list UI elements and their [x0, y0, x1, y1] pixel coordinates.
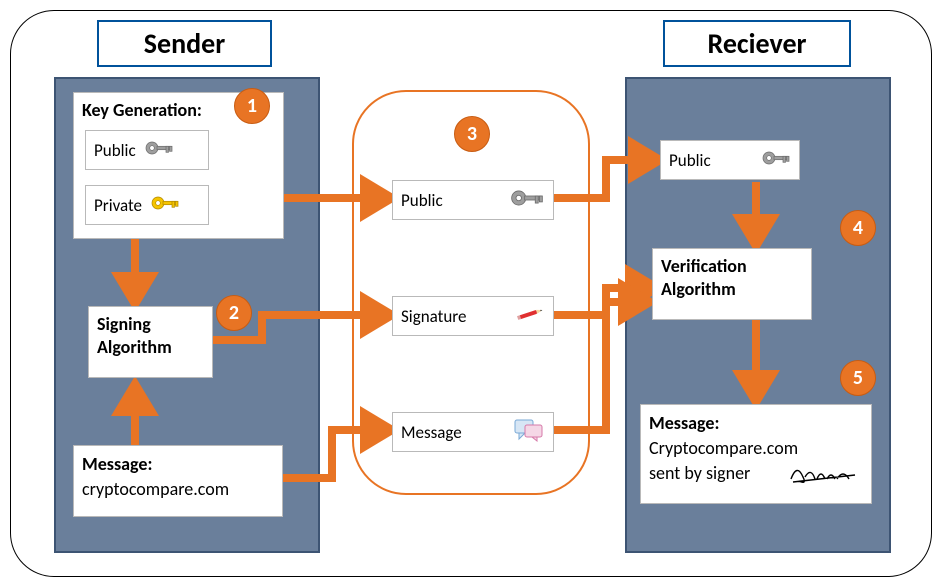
middle-public-label: Public: [401, 190, 443, 211]
sender-message-box: Message: cryptocompare.com: [73, 445, 283, 517]
receiver-public-label: Public: [669, 150, 711, 171]
badge-4: 4: [840, 210, 876, 246]
receiver-public-box: Public: [660, 140, 800, 180]
sender-public-box: Public: [85, 130, 209, 170]
key-icon: [150, 192, 180, 219]
sender-header: Sender: [97, 20, 272, 67]
sender-private-box: Private: [85, 185, 209, 225]
receiver-header-text: Reciever: [707, 26, 806, 61]
badge-2: 2: [216, 295, 252, 331]
verify-line2: Algorithm: [661, 278, 803, 301]
signing-line1: Signing: [97, 313, 204, 336]
key-icon: [761, 147, 791, 174]
result-box: Message: Cryptocompare.com sent by signe…: [640, 404, 872, 504]
receiver-header: Reciever: [663, 20, 851, 67]
middle-message-box: Message: [392, 412, 554, 452]
sender-private-label: Private: [94, 195, 142, 216]
middle-signature-box: Signature: [392, 296, 554, 336]
sender-public-label: Public: [94, 140, 136, 161]
verify-line1: Verification: [661, 255, 803, 278]
middle-message-label: Message: [401, 422, 462, 443]
result-label: Message:: [649, 411, 863, 436]
verification-box: Verification Algorithm: [652, 248, 812, 320]
key-icon: [509, 185, 545, 216]
sender-header-text: Sender: [144, 26, 225, 61]
chat-icon: [513, 418, 545, 447]
middle-signature-label: Signature: [401, 306, 466, 327]
result-line1: Cryptocompare.com: [649, 436, 863, 461]
signing-line2: Algorithm: [97, 336, 204, 359]
keygen-label: Key Generation:: [82, 99, 202, 121]
key-icon: [144, 137, 174, 164]
middle-public-box: Public: [392, 180, 554, 220]
badge-1: 1: [234, 88, 270, 124]
badge-5: 5: [840, 360, 876, 396]
signing-box: Signing Algorithm: [88, 306, 213, 378]
pencil-icon: [515, 304, 545, 329]
message-label: Message:: [82, 453, 152, 475]
message-value: cryptocompare.com: [82, 477, 274, 502]
signature-icon: [789, 459, 859, 495]
badge-3: 3: [454, 116, 490, 152]
